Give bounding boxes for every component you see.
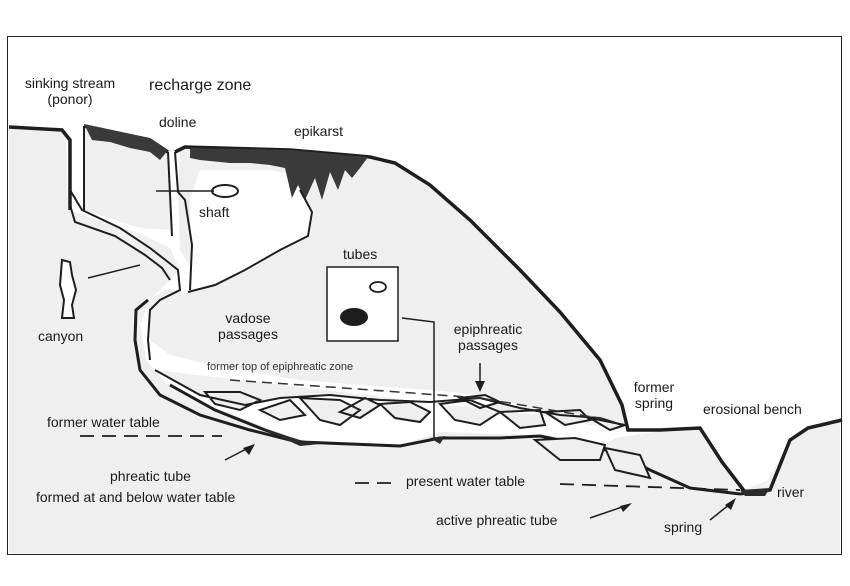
epiphreatic-text: epiphreatic bbox=[453, 321, 523, 337]
leader-lines bbox=[87, 190, 481, 461]
present-tube-chambers bbox=[532, 436, 652, 480]
air-tube-icon bbox=[369, 281, 387, 293]
water-filled-tube-icon bbox=[340, 308, 368, 326]
former-spring-text: spring bbox=[634, 394, 674, 411]
doline-dark bbox=[84, 124, 168, 160]
vadose-passages-text: passages bbox=[218, 325, 278, 342]
vadose-text: vadose bbox=[225, 310, 271, 326]
vadose-canyon bbox=[133, 298, 291, 442]
former-spring-label: former spring bbox=[625, 379, 683, 411]
present-water-table-line bbox=[355, 482, 741, 491]
active-phreatic-tube-label: active phreatic tube bbox=[436, 512, 558, 528]
spring-label: spring bbox=[664, 519, 703, 535]
former-top-epiphreatic-label: former top of epiphreatic zone bbox=[207, 361, 354, 373]
shaft-label: shaft bbox=[199, 204, 230, 220]
rock-mass bbox=[9, 127, 840, 553]
sinking-stream-label: sinking stream (ponor) bbox=[14, 75, 126, 107]
epikarst-label: epikarst bbox=[294, 123, 344, 139]
vadose-passages-label: vadose passages bbox=[212, 310, 284, 342]
canyon-cross-section bbox=[58, 258, 78, 319]
arrow-shafts bbox=[589, 503, 731, 521]
formed-at-below-label: formed at and below water table bbox=[36, 489, 236, 505]
river-label: river bbox=[777, 484, 805, 500]
phreatic-tube-label: phreatic tube bbox=[110, 468, 191, 484]
epikarst-zone bbox=[190, 148, 368, 200]
epiphreatic-network bbox=[154, 369, 629, 432]
tubes-label: tubes bbox=[343, 246, 378, 262]
shaft-cross-section bbox=[211, 184, 239, 198]
present-water-table-label: present water table bbox=[406, 473, 526, 489]
tubes-inset-box bbox=[326, 266, 399, 342]
former-water-table-label: former water table bbox=[47, 414, 160, 430]
former-text: former bbox=[633, 379, 675, 395]
shaft-passage bbox=[187, 189, 314, 293]
doline-label: doline bbox=[159, 114, 197, 130]
ponor-text: (ponor) bbox=[47, 90, 93, 107]
recharge-zone-label: recharge zone bbox=[149, 77, 252, 94]
canyon-label: canyon bbox=[38, 328, 84, 344]
doline-walls bbox=[83, 126, 194, 291]
former-top-epiphreatic-line bbox=[229, 379, 611, 421]
epiphreatic-passages-text: passages bbox=[458, 336, 518, 353]
sinking-stream-text: sinking stream bbox=[24, 75, 116, 91]
erosional-bench-label: erosional bench bbox=[703, 401, 802, 417]
epiphreatic-passages-label: epiphreatic passages bbox=[443, 321, 533, 353]
sinking-stream-passage bbox=[69, 189, 182, 361]
